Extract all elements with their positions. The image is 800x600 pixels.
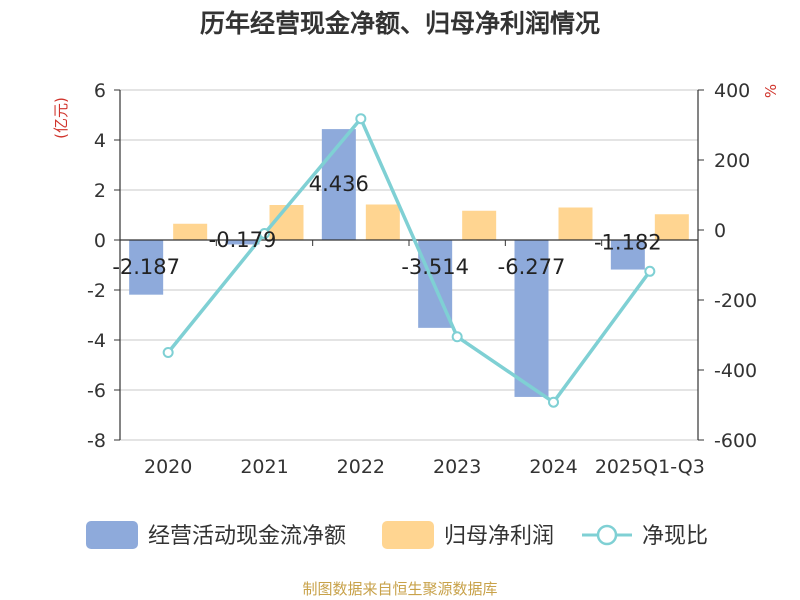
legend-label-cash-flow: 经营活动现金流净额: [148, 524, 346, 549]
left-tick-label: 0: [94, 230, 106, 252]
net-profit-bar: [462, 210, 497, 240]
ratio-point: [548, 396, 559, 408]
ratio-line: [162, 113, 656, 408]
ratio-point: [644, 265, 656, 277]
right-tick-label: 0: [714, 220, 726, 242]
legend-swatch-net-profit: [382, 521, 434, 549]
ratio-point: [355, 113, 367, 125]
ratio-point: [259, 228, 270, 239]
x-tick-label: 2025Q1-Q3: [595, 456, 705, 478]
x-tick-label: 2022: [337, 456, 385, 478]
cash-flow-value-label: -0.179: [209, 228, 277, 252]
axes: -8 -6 -4 -2 0 2 4 6 -600 -400 -200 0 200 400 2020 2021 2…: [52, 80, 780, 478]
cash-flow-value-label: -6.277: [498, 255, 566, 279]
net-profit-bar: [173, 223, 208, 240]
right-tick-label: -200: [714, 290, 757, 312]
net-profit-bar: [365, 204, 400, 240]
bars: [129, 129, 689, 397]
left-tick-label: -6: [87, 380, 106, 402]
ratio-line-path: [166, 115, 652, 405]
left-axis-unit: (亿元): [52, 97, 70, 139]
legend: 经营活动现金流净额 归母净利润 净现比: [86, 521, 708, 549]
legend-swatch-cash-flow: [86, 521, 138, 549]
right-tick-label: 400: [714, 80, 750, 102]
left-tick-label: 4: [94, 130, 106, 152]
left-tick-label: -2: [87, 280, 106, 302]
x-tick-label: 2021: [240, 456, 288, 478]
data-labels: -2.187 -0.179 4.436 -3.514 -6.277 -1.182: [112, 172, 661, 279]
ratio-point: [162, 347, 174, 358]
cash-flow-value-label: -2.187: [112, 255, 180, 279]
net-profit-bar: [654, 214, 689, 240]
cash-flow-value-label: -3.514: [401, 255, 469, 279]
left-tick-label: 6: [94, 80, 106, 102]
net-profit-bar: [558, 207, 593, 240]
data-source: 制图数据来自恒生聚源数据库: [302, 580, 498, 598]
x-tick-label: 2024: [529, 456, 577, 478]
left-tick-label: 2: [94, 180, 106, 202]
cash-flow-bar: [514, 240, 549, 397]
legend-marker-ratio: [596, 524, 618, 546]
right-axis-unit: %: [762, 84, 780, 98]
cash-flow-bar: [225, 240, 260, 245]
grid: [120, 89, 698, 441]
cash-flow-value-label: 4.436: [309, 172, 369, 196]
right-tick-label: -600: [714, 430, 757, 452]
right-tick-label: 200: [714, 150, 750, 172]
x-tick-label: 2023: [433, 456, 481, 478]
cash-flow-bar: [129, 240, 164, 295]
left-tick-label: -4: [87, 330, 106, 352]
ratio-point: [451, 331, 463, 343]
cash-flow-value-label: -1.182: [594, 231, 662, 255]
legend-label-ratio: 净现比: [642, 524, 708, 549]
right-tick-label: -400: [714, 360, 757, 382]
legend-label-net-profit: 归母净利润: [444, 524, 554, 549]
cash-flow-bar: [610, 240, 645, 270]
x-tick-label: 2020: [144, 456, 192, 478]
left-tick-label: -8: [87, 430, 106, 452]
chart-title: 历年经营现金净额、归母净利润情况: [199, 9, 600, 38]
